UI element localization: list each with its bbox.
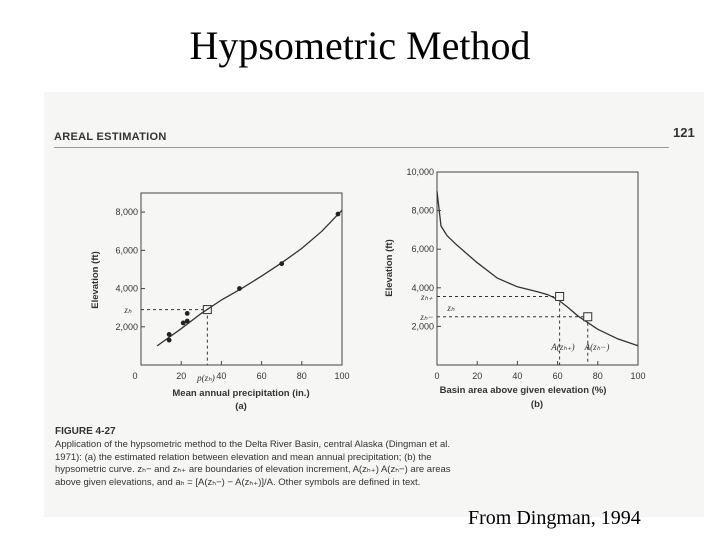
panel-a-data-point [335,211,341,217]
panel-a-label: (a) [235,401,247,412]
caption-line: above given elevations, and aₕ = [A(zₕ−)… [55,476,421,488]
caption-line: 1971): (a) the estimated relation betwee… [55,451,432,463]
panel-b-a-upper-label: A(zₕ₊) [550,342,574,352]
panel-b-hypsometric-curve [436,191,639,347]
panel-b-frame [436,171,639,366]
panel-a-y-tick-label: 2,000 [115,322,138,332]
panel-a-data-point [184,311,190,316]
panel-a-data-point [279,261,285,267]
panel-b-a-lower-label: A(zₕ−) [584,342,610,352]
panel-b-x-tick-label: 20 [472,371,482,381]
panel-a: 2,000 4,000 6,000 8,000 0 20 40 60 80 100 Elevat… [90,192,350,412]
figure-caption: Application of the hypsometric method to… [55,439,525,489]
panel-a-p-label: p(zₕ) [196,373,215,383]
panel-b-label: (b) [531,399,543,410]
panel-b-y-axis-title: Elevation (ft) [384,239,395,297]
panel-b-x-tick-label: 60 [553,371,563,381]
panel-a-y-tick-label: 4,000 [115,284,138,294]
panel-b-y-tick-label: 4,000 [411,283,434,293]
caption-line: Application of the hypsometric method to… [55,439,450,450]
panel-b-y-tick-label: 2,000 [411,321,434,331]
panel-a-x-tick-label: 40 [216,371,226,381]
panel-b-upper-marker-square [555,291,565,301]
scanned-book-page [44,92,704,517]
panel-a-data-point [184,318,190,324]
panel-b-y-tick-label: 8,000 [411,206,434,216]
panel-b-z-lower-label: zₕ− [419,312,433,322]
panel-b-lower-marker-square [583,312,593,322]
panel-a-data-point [180,320,186,326]
panel-a-frame [140,192,343,366]
panel-b-z-upper-label: zₕ₊ [420,292,433,302]
header-rule [54,147,669,148]
panel-a-z-label: zₕ [123,305,132,315]
page-number: 121 [673,125,695,140]
panel-a-y-tick-label: 8,000 [115,207,138,217]
panel-a-y-tick-label: 6,000 [115,245,138,255]
panel-b-z-mid-label: zₕ [446,303,455,313]
panel-b-x-tick-label: 80 [593,371,603,381]
panel-a-data-point [166,337,172,343]
panel-a-y-axis-title: Elevation (ft) [90,251,101,309]
panel-b-x-tick-label: 100 [630,371,645,381]
panel-a-x-tick-label: 100 [334,371,349,381]
panel-a-x-tick-label: 20 [176,371,186,381]
panel-a-data-point [166,332,172,337]
panel-a-data-point [237,286,242,291]
panel-a-x-tick-label: 80 [297,371,307,381]
panel-b-y-tick-label: 10,000 [406,167,434,177]
source-credit: From Dingman, 1994 [468,507,641,529]
panel-b-y-tick-label: 6,000 [411,244,434,254]
caption-line: hypsometric curve. zₕ− and zₕ₊ are bound… [55,464,451,475]
slide-title: Hypsometric Method [189,23,531,68]
panel-b-x-axis-title: Basin area above given elevation (%) [440,385,607,396]
figure-label: FIGURE 4-27 [55,426,116,437]
panel-b-x-tick-label: 0 [434,371,439,381]
panel-a-fitted-curve [156,209,343,347]
panel-a-x-tick-label: 60 [257,371,267,381]
panel-b-x-tick-label: 40 [512,371,522,381]
section-heading: AREAL ESTIMATION [54,131,167,143]
panel-a-x-axis-title: Mean annual precipitation (in.) [172,388,309,399]
panel-a-x-tick-label: 0 [132,371,137,381]
